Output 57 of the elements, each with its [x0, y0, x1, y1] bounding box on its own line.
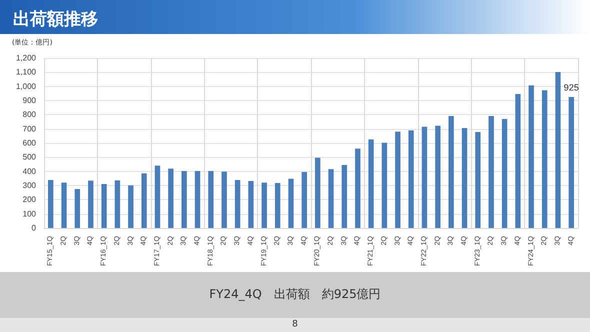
bar — [302, 172, 307, 228]
bar — [435, 126, 440, 228]
y-tick-label: 1,100 — [16, 68, 37, 77]
bar — [528, 85, 534, 228]
bar — [568, 96, 574, 228]
bar — [182, 171, 187, 228]
data-label: 925 — [564, 82, 579, 92]
bar — [288, 178, 294, 228]
bar — [101, 184, 107, 228]
bar — [61, 182, 67, 228]
text: 8 — [292, 320, 298, 330]
bar — [222, 172, 227, 228]
y-tick-label: 700 — [22, 124, 37, 134]
bar — [542, 90, 548, 228]
bar — [48, 180, 54, 228]
bar — [368, 139, 374, 228]
bar — [448, 116, 454, 228]
chart-title: 出荷額推移 — [13, 10, 98, 30]
bar — [502, 119, 508, 228]
bar — [141, 173, 147, 228]
bar — [74, 189, 80, 228]
y-tick-label: 400 — [22, 166, 37, 176]
y-tick-label: 0 — [32, 224, 37, 232]
y-tick-label: 200 — [22, 195, 37, 204]
bar — [488, 116, 494, 228]
bar — [342, 164, 348, 228]
bar — [395, 132, 400, 228]
bar — [154, 166, 160, 228]
y-tick-label: 500 — [22, 152, 37, 162]
bar — [208, 171, 214, 228]
bar — [328, 169, 334, 228]
bar — [515, 94, 521, 228]
text: FY24_4Q 出荷額 約925億円 — [209, 287, 381, 301]
bar — [234, 180, 240, 228]
bar — [274, 182, 280, 228]
bar — [88, 180, 94, 228]
bar — [114, 180, 120, 228]
bar — [422, 126, 428, 228]
bar — [168, 168, 174, 228]
y-tick-label: 900 — [22, 96, 37, 105]
bar — [194, 171, 200, 228]
y-tick-label: 100 — [22, 209, 37, 218]
bar — [475, 132, 481, 228]
y-tick-label: 800 — [22, 110, 37, 120]
bar — [355, 148, 360, 228]
bar — [262, 182, 267, 228]
bar — [382, 142, 388, 228]
y-tick-label: 1,000 — [16, 82, 37, 91]
y-tick-label: 1,200 — [16, 54, 37, 62]
bar — [555, 72, 561, 228]
bar — [408, 130, 414, 228]
bar — [315, 158, 320, 228]
y-tick-label: 300 — [22, 181, 37, 190]
bar — [128, 185, 134, 228]
bar — [248, 180, 254, 228]
y-tick-label: 600 — [22, 138, 37, 148]
bar — [462, 128, 468, 228]
